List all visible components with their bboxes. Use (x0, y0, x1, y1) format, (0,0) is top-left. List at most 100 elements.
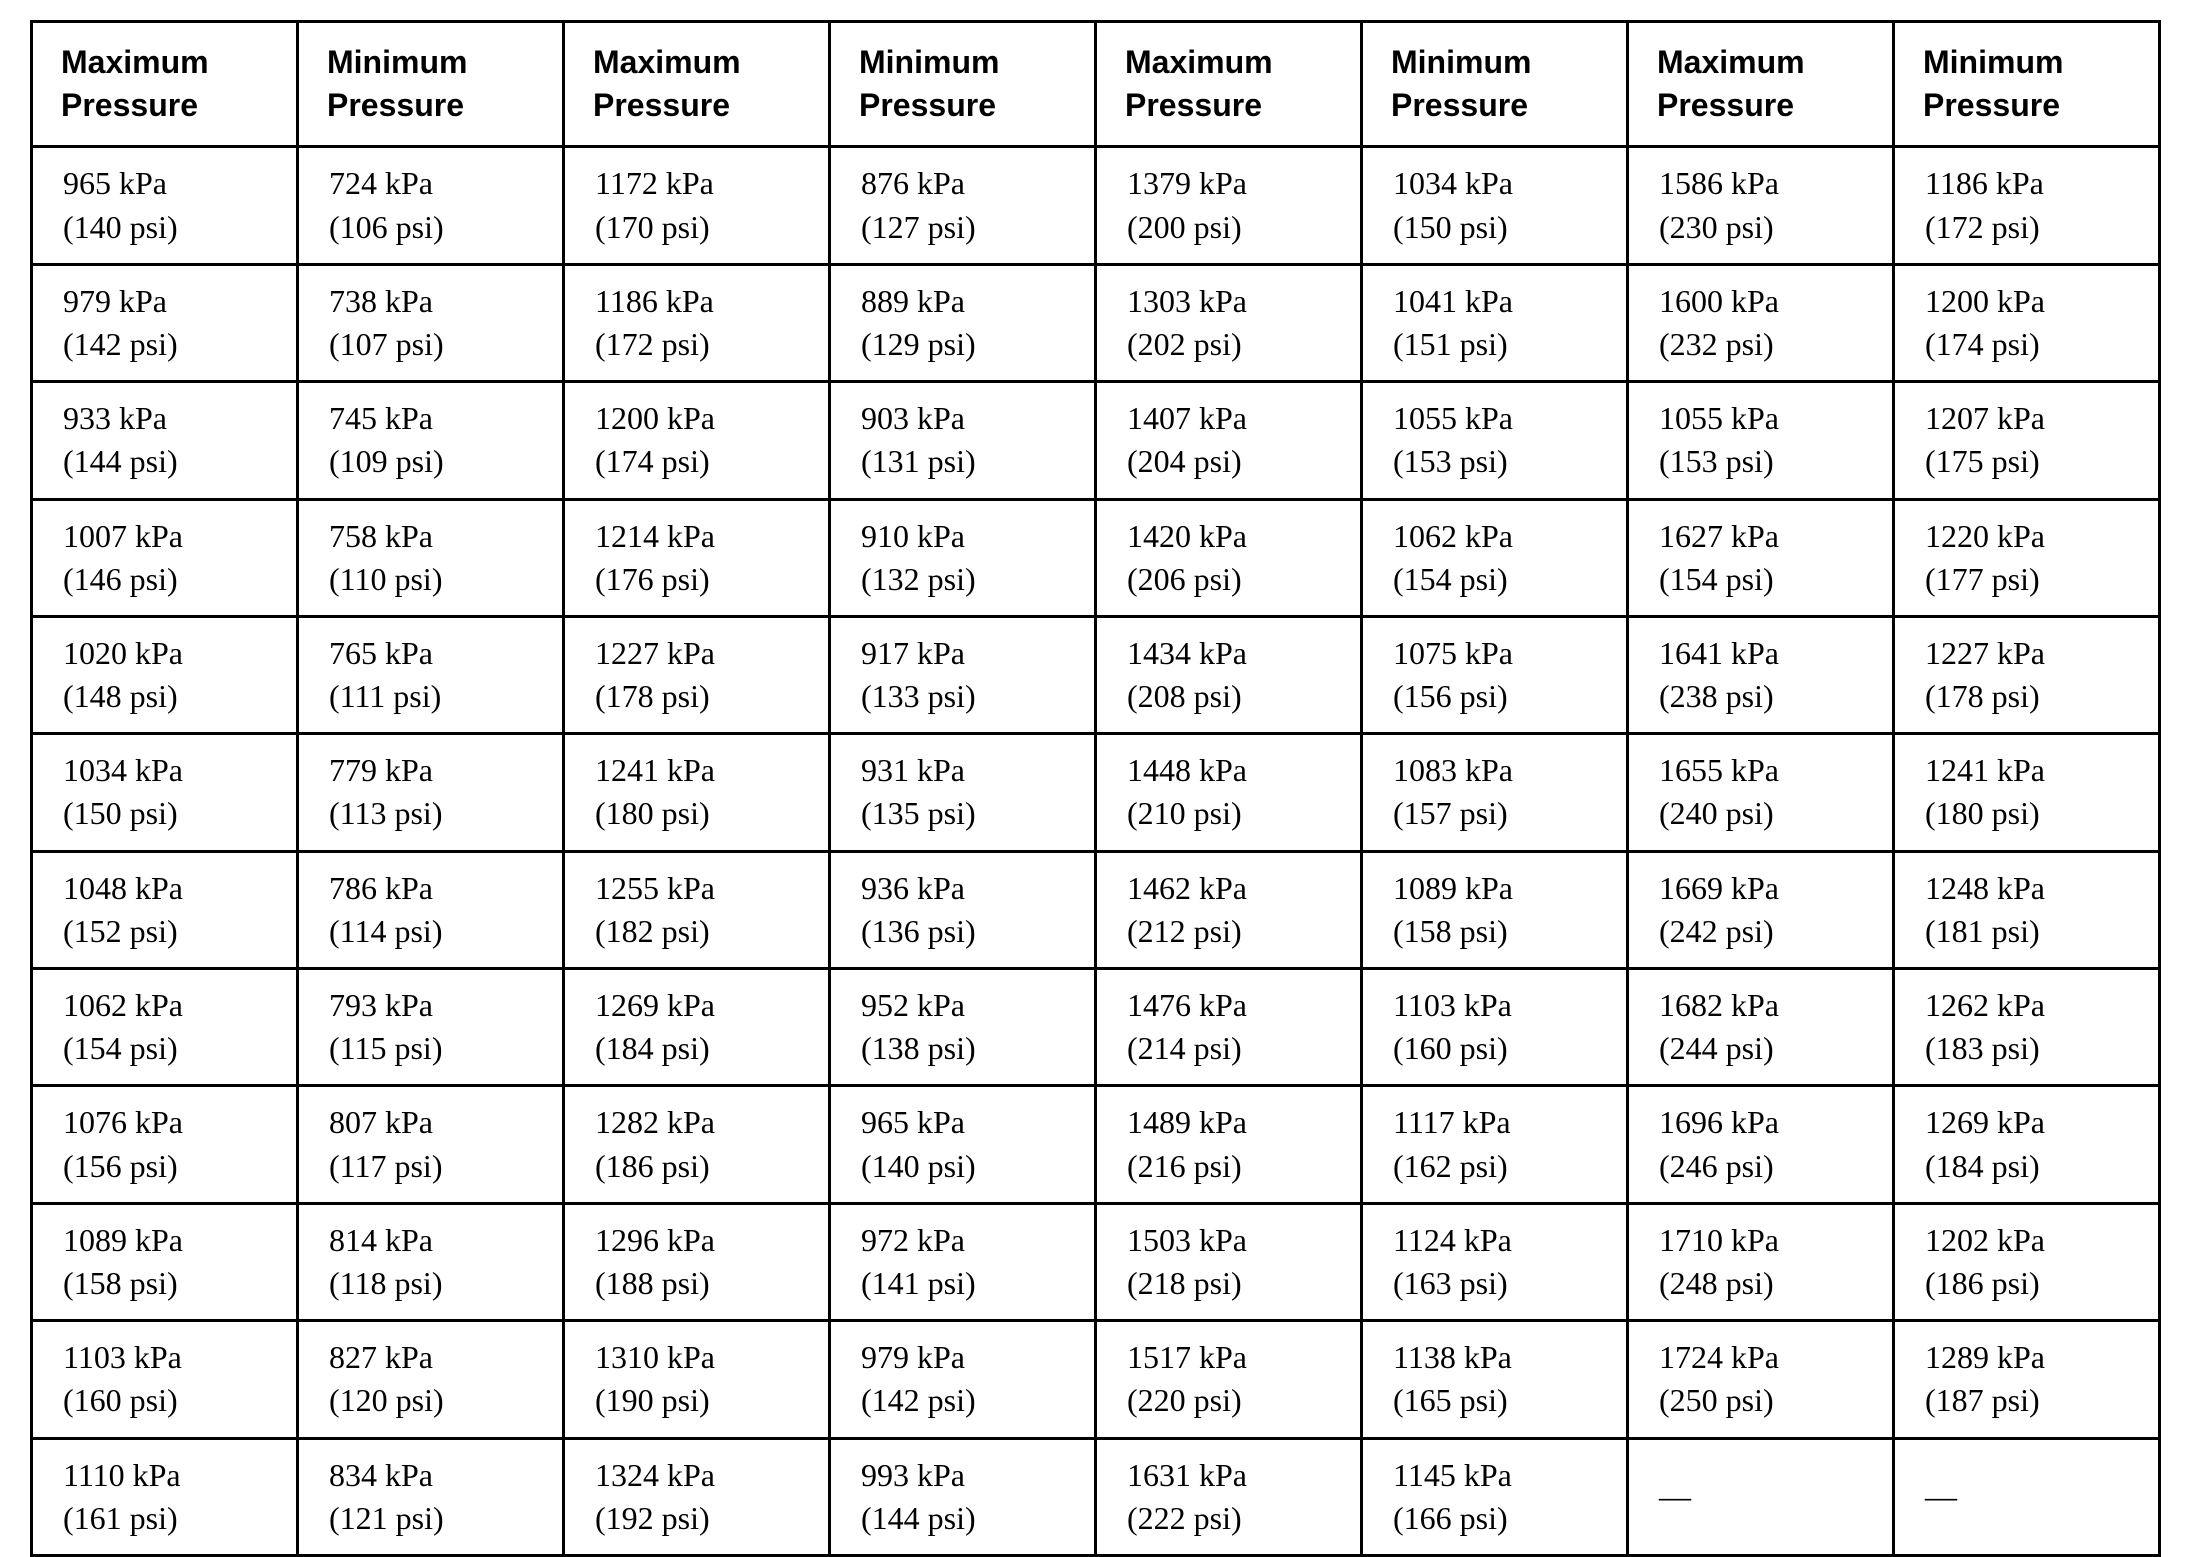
cell-psi: (182 psi) (595, 910, 818, 953)
cell-psi: (184 psi) (1925, 1145, 2148, 1188)
cell-psi: (109 psi) (329, 440, 552, 483)
cell-psi: (200 psi) (1127, 206, 1350, 249)
table-cell: 793 kPa(115 psi) (298, 969, 564, 1086)
table-cell: 1076 kPa(156 psi) (32, 1086, 298, 1203)
cell-kpa: 1517 kPa (1127, 1336, 1350, 1379)
table-cell: 993 kPa(144 psi) (830, 1438, 1096, 1555)
cell-psi: (158 psi) (63, 1262, 286, 1305)
cell-kpa: 933 kPa (63, 397, 286, 440)
cell-psi: (114 psi) (329, 910, 552, 953)
table-cell: 1669 kPa(242 psi) (1628, 851, 1894, 968)
cell-kpa: 1655 kPa (1659, 749, 1882, 792)
cell-psi: (186 psi) (595, 1145, 818, 1188)
table-cell: 1110 kPa(161 psi) (32, 1438, 298, 1555)
table-cell: 1007 kPa(146 psi) (32, 499, 298, 616)
table-cell: 1600 kPa(232 psi) (1628, 264, 1894, 381)
table-cell: 1462 kPa(212 psi) (1096, 851, 1362, 968)
cell-kpa: 1227 kPa (1925, 632, 2148, 675)
col-header-line2: Pressure (1125, 87, 1262, 123)
table-row: 1062 kPa(154 psi)793 kPa(115 psi)1269 kP… (32, 969, 2160, 1086)
table-cell: 1089 kPa(158 psi) (1362, 851, 1628, 968)
cell-kpa: 1586 kPa (1659, 162, 1882, 205)
table-cell: 1631 kPa(222 psi) (1096, 1438, 1362, 1555)
cell-psi: (127 psi) (861, 206, 1084, 249)
cell-kpa: 1462 kPa (1127, 867, 1350, 910)
cell-kpa: 1186 kPa (1925, 162, 2148, 205)
table-cell: 814 kPa(118 psi) (298, 1203, 564, 1320)
col-header-line2: Pressure (1923, 87, 2060, 123)
table-row: 1034 kPa(150 psi)779 kPa(113 psi)1241 kP… (32, 734, 2160, 851)
cell-psi: (131 psi) (861, 440, 1084, 483)
col-header: Maximum Pressure (32, 22, 298, 147)
table-row: 965 kPa(140 psi)724 kPa(106 psi)1172 kPa… (32, 147, 2160, 264)
cell-psi: (120 psi) (329, 1379, 552, 1422)
cell-kpa: 1241 kPa (595, 749, 818, 792)
table-cell: 765 kPa(111 psi) (298, 616, 564, 733)
table-cell: — (1894, 1438, 2160, 1555)
cell-psi: (157 psi) (1393, 792, 1616, 835)
cell-kpa: 1434 kPa (1127, 632, 1350, 675)
cell-kpa: 1202 kPa (1925, 1219, 2148, 1262)
table-cell: 1041 kPa(151 psi) (1362, 264, 1628, 381)
col-header-line2: Pressure (61, 87, 198, 123)
cell-kpa: 765 kPa (329, 632, 552, 675)
cell-kpa: 1710 kPa (1659, 1219, 1882, 1262)
table-cell: 1420 kPa(206 psi) (1096, 499, 1362, 616)
cell-kpa: 1724 kPa (1659, 1336, 1882, 1379)
table-cell: 972 kPa(141 psi) (830, 1203, 1096, 1320)
cell-psi: (165 psi) (1393, 1379, 1616, 1422)
cell-psi: (115 psi) (329, 1027, 552, 1070)
cell-kpa: 1055 kPa (1659, 397, 1882, 440)
table-cell: 834 kPa(121 psi) (298, 1438, 564, 1555)
table-cell: 1503 kPa(218 psi) (1096, 1203, 1362, 1320)
col-header-line2: Pressure (1657, 87, 1794, 123)
cell-kpa: 738 kPa (329, 280, 552, 323)
empty-dash: — (1659, 1478, 1691, 1514)
cell-kpa: 1682 kPa (1659, 984, 1882, 1027)
cell-psi: (177 psi) (1925, 558, 2148, 601)
table-cell: 936 kPa(136 psi) (830, 851, 1096, 968)
cell-kpa: 965 kPa (63, 162, 286, 205)
cell-kpa: 876 kPa (861, 162, 1084, 205)
cell-kpa: 1034 kPa (63, 749, 286, 792)
cell-kpa: 1600 kPa (1659, 280, 1882, 323)
cell-psi: (174 psi) (595, 440, 818, 483)
cell-kpa: 917 kPa (861, 632, 1084, 675)
cell-kpa: 1062 kPa (1393, 515, 1616, 558)
cell-psi: (214 psi) (1127, 1027, 1350, 1070)
cell-psi: (152 psi) (63, 910, 286, 953)
cell-psi: (172 psi) (595, 323, 818, 366)
cell-psi: (172 psi) (1925, 206, 2148, 249)
cell-psi: (156 psi) (1393, 675, 1616, 718)
cell-kpa: 1489 kPa (1127, 1101, 1350, 1144)
cell-kpa: 807 kPa (329, 1101, 552, 1144)
table-cell: 889 kPa(129 psi) (830, 264, 1096, 381)
cell-psi: (242 psi) (1659, 910, 1882, 953)
table-cell: 1220 kPa(177 psi) (1894, 499, 2160, 616)
col-header-line2: Pressure (1391, 87, 1528, 123)
cell-kpa: 1089 kPa (63, 1219, 286, 1262)
col-header-line1: Maximum (1125, 44, 1273, 80)
cell-psi: (107 psi) (329, 323, 552, 366)
table-cell: 1282 kPa(186 psi) (564, 1086, 830, 1203)
table-cell: 965 kPa(140 psi) (32, 147, 298, 264)
cell-psi: (113 psi) (329, 792, 552, 835)
table-cell: 1476 kPa(214 psi) (1096, 969, 1362, 1086)
table-cell: 1227 kPa(178 psi) (564, 616, 830, 733)
cell-kpa: 1048 kPa (63, 867, 286, 910)
table-cell: 931 kPa(135 psi) (830, 734, 1096, 851)
cell-kpa: 1448 kPa (1127, 749, 1350, 792)
cell-kpa: 1255 kPa (595, 867, 818, 910)
cell-kpa: 1055 kPa (1393, 397, 1616, 440)
cell-psi: (148 psi) (63, 675, 286, 718)
cell-kpa: 834 kPa (329, 1454, 552, 1497)
cell-psi: (121 psi) (329, 1497, 552, 1540)
table-cell: 1710 kPa(248 psi) (1628, 1203, 1894, 1320)
cell-psi: (138 psi) (861, 1027, 1084, 1070)
table-cell: 1434 kPa(208 psi) (1096, 616, 1362, 733)
cell-psi: (135 psi) (861, 792, 1084, 835)
cell-psi: (160 psi) (1393, 1027, 1616, 1070)
table-cell: 1214 kPa(176 psi) (564, 499, 830, 616)
cell-kpa: 910 kPa (861, 515, 1084, 558)
table-cell: 1289 kPa(187 psi) (1894, 1321, 2160, 1438)
